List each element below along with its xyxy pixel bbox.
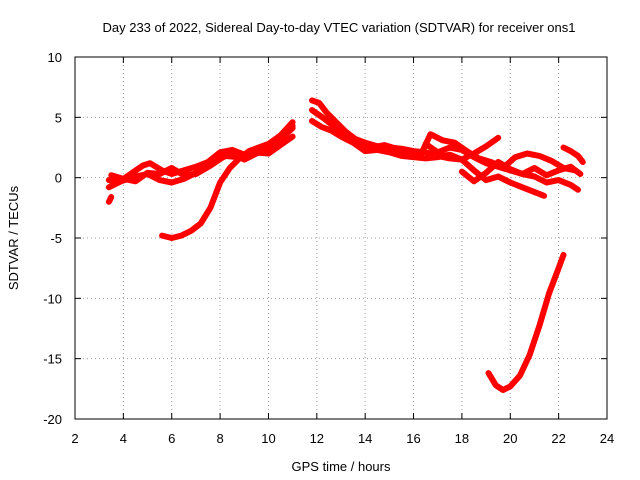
x-tick-label: 24 <box>600 431 614 446</box>
chart-title: Day 233 of 2022, Sidereal Day-to-day VTE… <box>102 20 575 35</box>
series-track-12 <box>105 194 115 205</box>
x-tick-label: 10 <box>261 431 275 446</box>
y-tick-label: -15 <box>43 352 62 367</box>
y-axis-label: SDTVAR / TECUs <box>6 185 21 290</box>
y-tick-label: 10 <box>48 50 62 65</box>
x-tick-label: 12 <box>310 431 324 446</box>
series-track-4 <box>159 122 296 241</box>
x-axis-label: GPS time / hours <box>292 459 391 474</box>
series-track-6 <box>309 118 548 199</box>
x-tick-label: 6 <box>168 431 175 446</box>
y-tick-label: -5 <box>50 231 62 246</box>
x-tick-label: 2 <box>71 431 78 446</box>
series-track-9 <box>458 159 581 193</box>
series-track-3 <box>108 133 296 185</box>
x-tick-label: 16 <box>406 431 420 446</box>
x-tick-label: 14 <box>358 431 372 446</box>
y-tick-label: -10 <box>43 291 62 306</box>
y-tick-label: 5 <box>55 110 62 125</box>
series-track-11 <box>485 251 567 393</box>
y-tick-label: 0 <box>55 171 62 186</box>
x-tick-label: 4 <box>120 431 127 446</box>
series-track-10 <box>560 144 586 165</box>
x-tick-label: 20 <box>503 431 517 446</box>
series-track-7 <box>309 107 579 174</box>
x-tick-label: 22 <box>551 431 565 446</box>
x-tick-label: 8 <box>216 431 223 446</box>
y-tick-label: -20 <box>43 412 62 427</box>
x-tick-label: 18 <box>455 431 469 446</box>
ticks <box>74 56 608 420</box>
series-group <box>105 97 586 393</box>
